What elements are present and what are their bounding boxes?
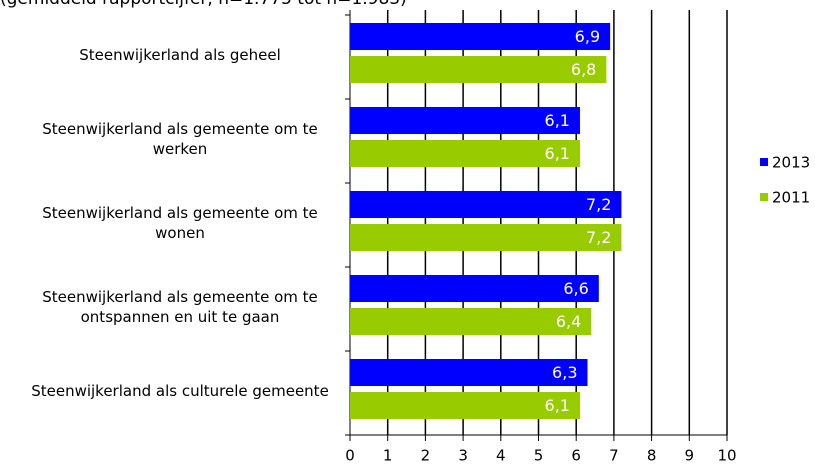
bar (350, 224, 622, 251)
data-label: 6,9 (575, 27, 600, 46)
data-label: 6,4 (556, 312, 581, 331)
data-label: 6,8 (571, 60, 596, 79)
x-tick-label: 0 (345, 447, 355, 465)
y-tick-label: Steenwijkerland als gemeente om te werke… (42, 120, 318, 158)
bar (350, 191, 622, 218)
y-tick-label: Steenwijkerland als gemeente om te wonen (42, 204, 318, 242)
data-label: 7,2 (586, 195, 611, 214)
x-tick-label: 9 (685, 447, 695, 465)
x-tick-label: 4 (496, 447, 506, 465)
x-tick-label: 10 (717, 447, 736, 465)
bar (350, 107, 580, 134)
x-tick-label: 2 (421, 447, 431, 465)
bar (350, 392, 580, 419)
bar (350, 275, 599, 302)
data-label: 7,2 (586, 228, 611, 247)
x-tick-label: 5 (534, 447, 544, 465)
y-tick-label: Steenwijkerland als geheel (79, 46, 281, 64)
x-tick-label: 3 (458, 447, 468, 465)
x-tick-label: 1 (383, 447, 393, 465)
legend-swatch (760, 193, 768, 201)
y-tick-label: Steenwijkerland als gemeente om te ontsp… (42, 288, 318, 326)
data-label: 6,1 (545, 396, 570, 415)
data-label: 6,1 (545, 144, 570, 163)
legend-swatch (760, 158, 768, 166)
data-label: 6,6 (563, 279, 588, 298)
x-tick-label: 6 (571, 447, 581, 465)
y-tick-label: Steenwijkerland als culturele gemeente (31, 382, 329, 400)
legend-label: 2013 (772, 154, 810, 172)
bar (350, 359, 588, 386)
legend-label: 2011 (772, 189, 810, 207)
bar (350, 140, 580, 167)
x-tick-label: 7 (609, 447, 619, 465)
bar (350, 23, 611, 50)
chart-subtitle: (gemiddeld rapportcijfer, n=1.775 tot n=… (0, 0, 407, 9)
bar (350, 56, 607, 83)
bar (350, 308, 592, 335)
x-tick-label: 8 (647, 447, 657, 465)
data-label: 6,1 (545, 111, 570, 130)
data-label: 6,3 (552, 363, 577, 382)
